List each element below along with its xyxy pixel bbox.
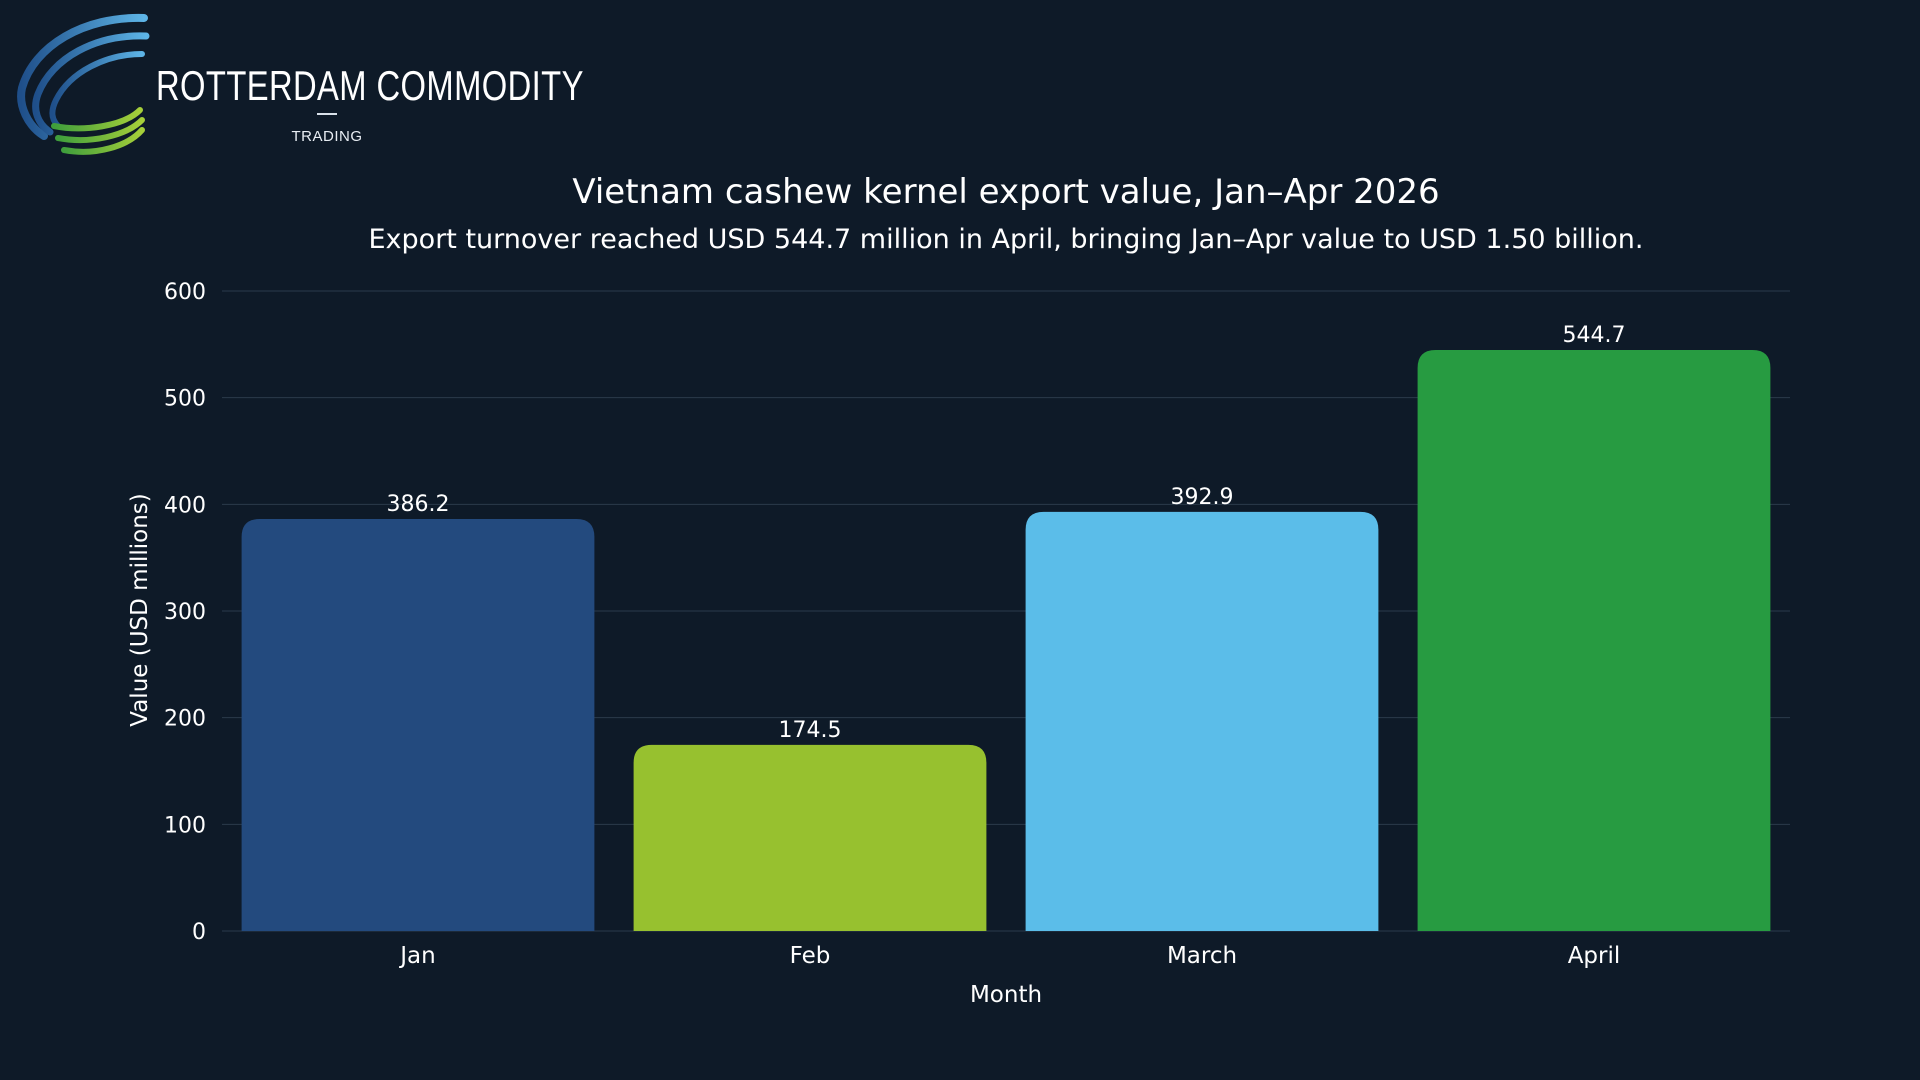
data-label: 174.5 [779, 718, 842, 743]
data-label: 544.7 [1563, 323, 1626, 348]
bar-feb [633, 744, 987, 931]
bar-jan [241, 519, 595, 931]
bars [241, 349, 1771, 931]
x-tick-label: March [1167, 943, 1237, 969]
x-tick-label: Feb [790, 943, 831, 969]
swoosh-logo-icon [17, 13, 150, 155]
y-tick-label: 0 [192, 920, 206, 945]
brand-divider [317, 113, 337, 115]
labels: 0 100 200 300 400 500 600 386.2 Jan 174.5 Feb 392.9… [164, 280, 1625, 969]
x-tick-label: April [1568, 943, 1621, 969]
chart-subtitle: Export turnover reached USD 544.7 millio… [368, 224, 1644, 255]
y-tick-label: 400 [164, 493, 206, 518]
bar-april [1417, 349, 1771, 931]
y-tick-label: 100 [164, 813, 206, 838]
data-label: 392.9 [1171, 485, 1234, 510]
x-axis-title: Month [970, 982, 1042, 1008]
brand-name: ROTTERDAM COMMODITY [156, 62, 584, 109]
y-tick-label: 600 [164, 280, 206, 305]
company-logo: ROTTERDAM COMMODITY TRADING [14, 6, 583, 166]
chart-title: Vietnam cashew kernel export value, Jan–… [572, 172, 1440, 212]
brand-subtitle: TRADING [291, 128, 363, 145]
y-axis-title: Value (USD millions) [127, 493, 153, 726]
y-tick-label: 300 [164, 600, 206, 625]
bar-march [1025, 511, 1379, 931]
x-tick-label: Jan [398, 943, 435, 969]
data-label: 386.2 [387, 492, 450, 517]
y-tick-label: 200 [164, 707, 206, 732]
y-tick-label: 500 [164, 387, 206, 412]
